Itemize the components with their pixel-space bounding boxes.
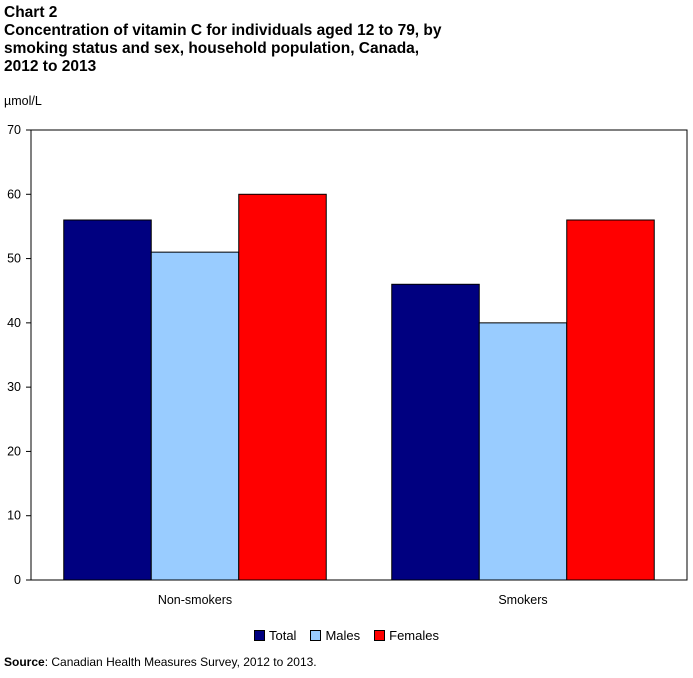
x-category-label: Non-smokers (158, 593, 232, 607)
bar-males-non-smokers (150, 251, 240, 581)
x-category-label: Smokers (498, 593, 547, 607)
y-tick-label: 40 (7, 316, 21, 330)
y-tick-label: 10 (7, 509, 21, 523)
bar-females-smokers (566, 219, 655, 581)
legend-item-total: Total (253, 628, 297, 643)
y-tick-label: 0 (14, 573, 21, 587)
legend-item-males: Males (310, 628, 360, 643)
chart-title-line-3: 2012 to 2013 (4, 58, 97, 75)
chart-title-line-2: smoking status and sex, household popula… (4, 40, 420, 57)
y-axis-unit-label: µmol/L (4, 94, 42, 108)
bar-chart: 0 10 20 30 40 50 60 70 Non-smokers Smokers (7, 123, 688, 607)
source-note: Source: Canadian Health Measures Survey,… (4, 655, 317, 669)
y-tick-label: 50 (7, 252, 21, 266)
source-text: : Canadian Health Measures Survey, 2012 … (44, 655, 317, 669)
legend-label: Females (389, 628, 439, 643)
y-tick-label: 60 (7, 187, 21, 201)
legend-item-females: Females (374, 628, 439, 643)
legend-label: Males (325, 628, 361, 643)
bar-total-smokers (391, 283, 480, 581)
legend-swatch (310, 630, 322, 641)
chart-title-block: Chart 2 Concentration of vitamin C for i… (4, 4, 564, 76)
bar-males-smokers (478, 322, 568, 581)
legend-swatch (253, 630, 265, 641)
chart-title-line-1: Concentration of vitamin C for individua… (4, 22, 442, 39)
chart-legend: Total Males Females (0, 628, 693, 643)
plot-area-frame (30, 129, 688, 581)
legend-label: Total (268, 628, 297, 643)
legend-swatch (374, 630, 386, 641)
source-label: Source (4, 655, 45, 669)
y-tick-label: 20 (7, 444, 21, 458)
bar-total-non-smokers (63, 219, 152, 581)
y-tick-label: 70 (7, 123, 21, 137)
chart-number: Chart 2 (4, 4, 58, 21)
bar-females-non-smokers (238, 193, 327, 581)
y-tick-label: 30 (7, 380, 21, 394)
